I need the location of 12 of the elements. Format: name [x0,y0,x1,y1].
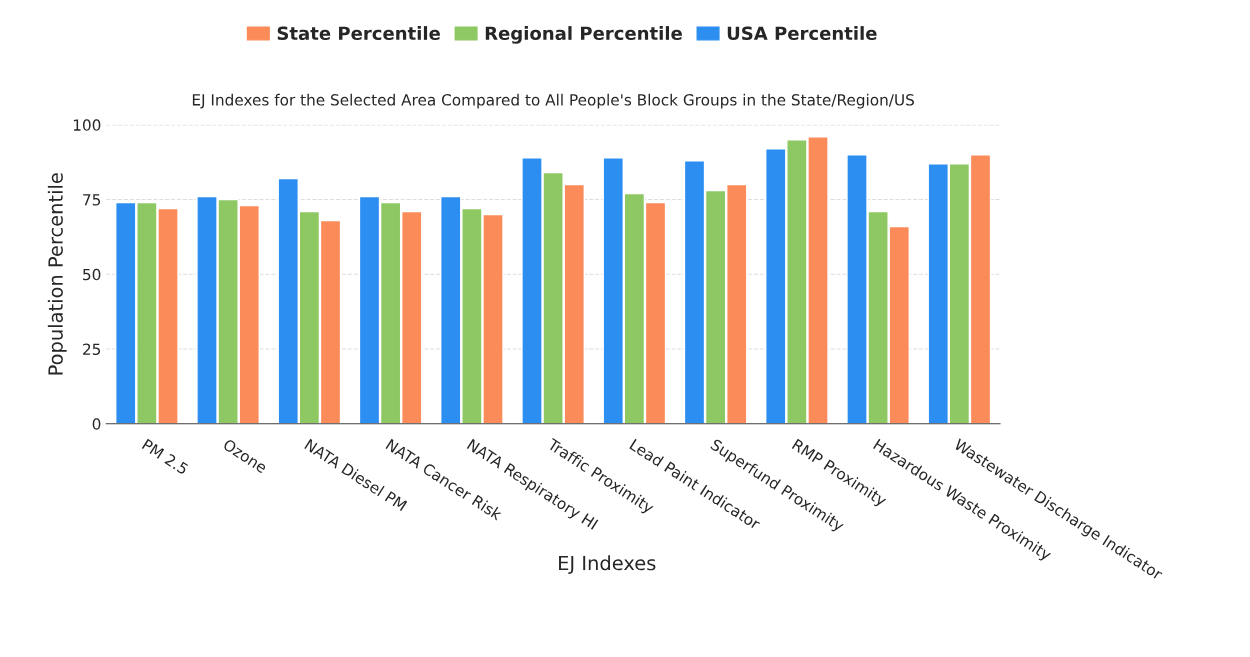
y-tick-label: 25 [83,343,101,356]
chart-title: EJ Indexes for the Selected Area Compared to All People's Block Groups in the State/Region/US [192,93,914,109]
x-tick-label: PM 2.5 [141,438,189,475]
y-tick-label: 100 [73,119,101,131]
legend-label: Regional Percentile [485,26,682,44]
y-axis-title: Population Percentile [47,173,67,375]
y-tick-label: 0 [92,418,101,430]
y-tick-label: 75 [83,194,101,206]
x-axis-title: EJ Indexes [559,555,656,574]
legend-label: USA Percentile [727,26,877,41]
legend-label: State Percentile [277,26,440,41]
y-tick-label: 50 [83,268,101,281]
